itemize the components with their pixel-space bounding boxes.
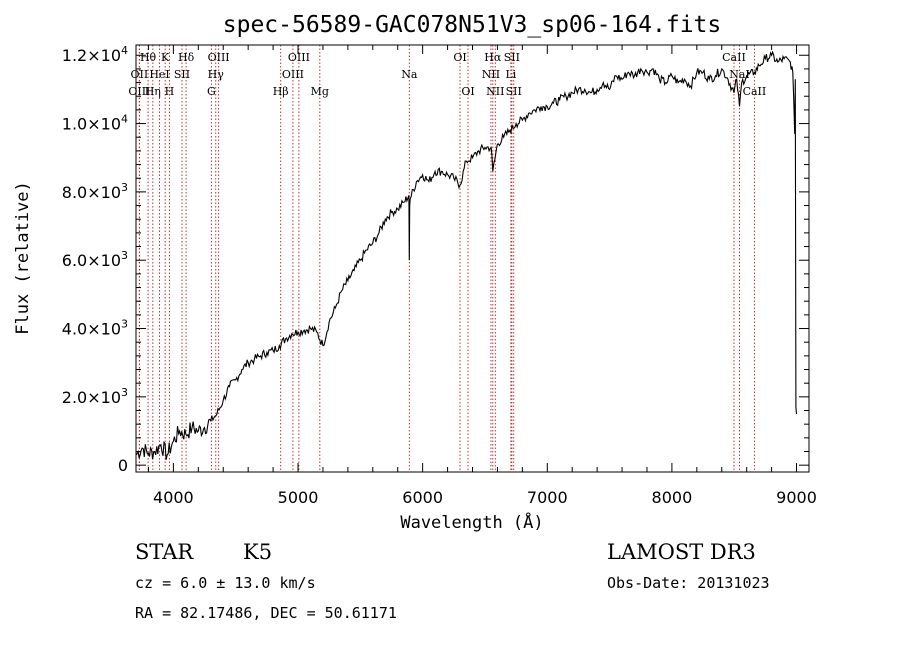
emission-line-markers [138, 45, 755, 472]
y-tick-mantissa-5: 1.0×10 [62, 115, 121, 134]
line-label-2: OIII [128, 85, 150, 98]
line-label-27: CaII [743, 85, 767, 98]
y-tick-exponent-4: 3 [121, 181, 128, 194]
line-label-16: Na [401, 68, 418, 81]
line-label-24: SII [506, 85, 522, 98]
x-tick-label-2: 6000 [402, 488, 443, 507]
y-tick-label-3: 6.0×103 [62, 249, 128, 270]
y-tick-mantissa-4: 8.0×10 [62, 183, 121, 202]
y-tick-label-5: 1.0×104 [62, 113, 128, 134]
y-tick-mantissa-0: 0 [118, 456, 128, 475]
line-label-19: Hα [484, 51, 502, 64]
line-label-18: OI [461, 85, 474, 98]
spectrum-chart: spec-56589-GAC078N51V3_sp06-164.fits Hθ O… [13, 12, 817, 533]
x-tick-label-0: 4000 [153, 488, 194, 507]
y-tick-label-2: 4.0×103 [62, 318, 128, 339]
line-label-10: Hγ [208, 68, 225, 81]
y-tick-label-4: 8.0×103 [62, 181, 128, 202]
emission-line-labels: Hθ OII OIII K HeI Hη H SII Hδ OIII Hγ G OIII OIII Hβ Mg… [128, 51, 766, 98]
y-axis: 02.0×1034.0×1036.0×1038.0×1031.0×1041.2×… [62, 44, 809, 475]
ra-dec: RA = 82.17486, DEC = 50.61171 [135, 604, 397, 622]
line-label-3: K [161, 51, 170, 64]
line-label-8: Hδ [178, 51, 195, 64]
line-label-14: Hβ [273, 85, 289, 98]
y-tick-mantissa-6: 1.2×10 [62, 46, 121, 65]
line-label-13: OIII [282, 68, 304, 81]
y-tick-exponent-3: 3 [121, 249, 128, 262]
x-tick-label-3: 7000 [527, 488, 568, 507]
object-class: STAR [135, 540, 194, 564]
line-label-12: OIII [288, 51, 310, 64]
y-tick-mantissa-1: 2.0×10 [62, 388, 121, 407]
line-label-9: OIII [208, 51, 230, 64]
x-axis: 4000 5000 6000 7000 8000 9000 [147, 45, 817, 507]
y-tick-exponent-6: 4 [121, 44, 128, 57]
y-tick-label-0: 0 [118, 456, 128, 475]
line-label-5: Hη [145, 85, 161, 98]
line-label-15: Mg [311, 85, 329, 98]
x-axis-label: Wavelength (Å) [400, 511, 543, 533]
line-label-11: G [207, 85, 216, 98]
y-tick-exponent-5: 4 [121, 113, 128, 126]
line-label-23: NII [486, 85, 504, 98]
redshift-cz: cz = 6.0 ± 13.0 km/s [135, 574, 316, 592]
y-tick-mantissa-2: 4.0×10 [62, 320, 121, 339]
line-label-1: OII [131, 68, 149, 81]
y-tick-mantissa-3: 6.0×10 [62, 251, 121, 270]
y-tick-label-6: 1.2×104 [62, 44, 128, 65]
y-axis-label: Flux (relative) [13, 181, 33, 335]
x-tick-label-5: 9000 [776, 488, 817, 507]
plot-frame [135, 44, 810, 473]
y-tick-exponent-2: 3 [121, 318, 128, 331]
line-label-4: HeI [149, 68, 169, 81]
line-label-20: SII [504, 51, 520, 64]
line-label-25: CaII [722, 51, 746, 64]
object-subclass: K5 [243, 540, 273, 564]
line-label-7: SII [174, 68, 190, 81]
survey-name: LAMOST DR3 [607, 540, 756, 564]
x-tick-label-1: 5000 [278, 488, 319, 507]
y-tick-exponent-1: 3 [121, 386, 128, 399]
line-label-21: NII [482, 68, 500, 81]
line-label-0: Hθ [140, 51, 157, 64]
observation-date: Obs-Date: 20131023 [607, 574, 770, 592]
spectrum-series-line [135, 50, 798, 460]
line-label-6: H [165, 85, 175, 98]
y-tick-label-1: 2.0×103 [62, 386, 128, 407]
x-tick-label-4: 8000 [652, 488, 693, 507]
chart-title: spec-56589-GAC078N51V3_sp06-164.fits [223, 12, 722, 38]
line-label-26: NaI [729, 68, 750, 81]
line-label-17: OI [453, 51, 466, 64]
line-label-22: Li [505, 68, 516, 81]
